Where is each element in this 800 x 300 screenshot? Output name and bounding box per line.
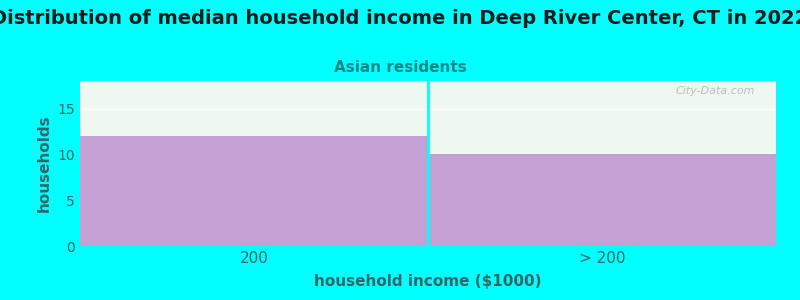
Bar: [80, 136, 428, 246]
Text: City-Data.com: City-Data.com: [676, 86, 755, 96]
Text: Asian residents: Asian residents: [334, 60, 466, 75]
X-axis label: household income ($1000): household income ($1000): [314, 274, 542, 289]
Bar: [428, 154, 776, 246]
Text: Distribution of median household income in Deep River Center, CT in 2022: Distribution of median household income …: [0, 9, 800, 28]
Y-axis label: households: households: [37, 115, 52, 212]
